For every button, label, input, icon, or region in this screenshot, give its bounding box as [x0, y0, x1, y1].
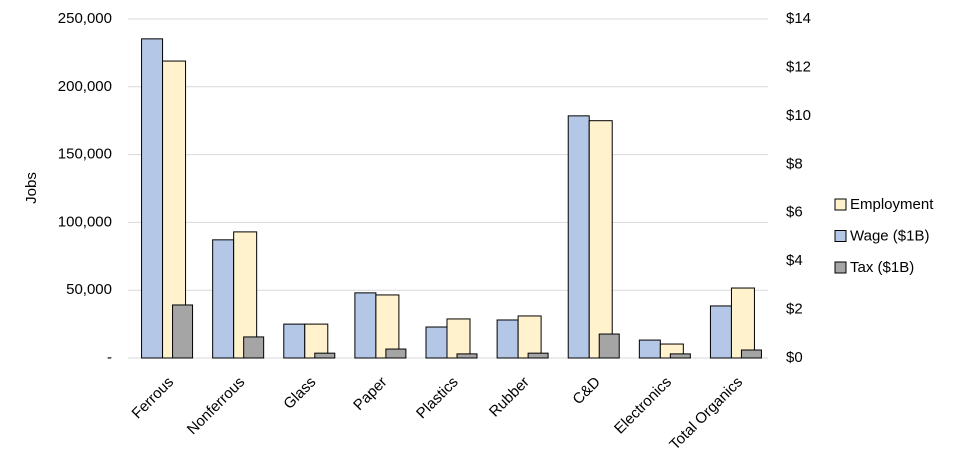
y2-tick-label: $14: [786, 10, 811, 27]
bar: [456, 353, 478, 359]
legend-label: Wage ($1B): [850, 227, 929, 244]
y-tick-label: 150,000: [58, 146, 112, 163]
y-tick-label: -: [107, 349, 112, 366]
bar: [212, 239, 235, 359]
legend-label: Employment: [850, 196, 934, 213]
bar: [283, 323, 306, 359]
y2-tick-label: $0: [786, 349, 803, 366]
bar: [517, 315, 542, 359]
legend-swatch: [834, 230, 847, 242]
bar: [425, 326, 448, 359]
legend-swatch: [834, 261, 847, 274]
x-tick-label: Plastics: [413, 374, 462, 423]
x-tick-label: C&D: [569, 373, 604, 408]
bar: [588, 120, 613, 359]
bar: [669, 353, 691, 359]
bar: [243, 336, 265, 359]
bar: [172, 304, 194, 359]
y-tick-label: 50,000: [66, 281, 112, 298]
bar: [496, 319, 519, 359]
x-tick-label: Nonferrous: [184, 374, 248, 438]
y2-tick-label: $6: [786, 204, 803, 221]
x-tick-label: Paper: [350, 374, 390, 414]
bar: [141, 38, 164, 359]
bar: [314, 352, 336, 359]
x-tick-label: Total Organics: [666, 374, 746, 454]
y2-tick-label: $8: [786, 155, 803, 172]
bar: [354, 292, 377, 359]
bar: [709, 305, 732, 359]
y2-tick-label: $4: [786, 252, 803, 269]
y2-tick-label: $10: [786, 107, 811, 124]
bar: [730, 287, 755, 359]
bar: [567, 115, 590, 359]
x-tick-label: Ferrous: [129, 374, 178, 423]
x-tick-label: Rubber: [486, 374, 533, 421]
bar: [385, 348, 407, 359]
bar: [598, 333, 620, 359]
y-tick-label: 200,000: [58, 78, 112, 95]
y2-tick-label: $2: [786, 301, 803, 318]
bar: [527, 352, 549, 359]
bar: [638, 339, 661, 359]
x-tick-label: Glass: [280, 374, 319, 413]
bar: [740, 349, 762, 359]
y2-tick-label: $12: [786, 58, 811, 75]
y-tick-label: 250,000: [58, 10, 112, 27]
x-tick-label: Electronics: [611, 374, 675, 438]
legend-label: Tax ($1B): [850, 259, 914, 276]
legend-swatch: [834, 198, 847, 211]
y-axis-label: Jobs: [23, 172, 40, 204]
y-tick-label: 100,000: [58, 213, 112, 230]
bar: [446, 318, 471, 359]
